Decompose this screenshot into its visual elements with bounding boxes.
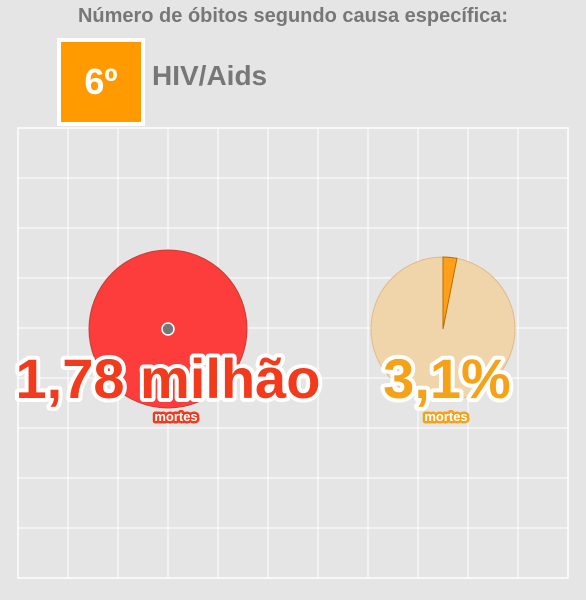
cause-title: HIV/Aids [152,60,268,91]
chart-heading: Número de óbitos segundo causa específic… [77,5,509,27]
share-unit-label: mortes [424,409,467,424]
deaths-unit-label: mortes [154,409,197,424]
share-value-label: 3,1% [383,347,511,410]
bubble-center-dot [161,322,175,336]
deaths-value-label: 1,78 milhão [15,347,320,410]
rank-badge: 6º [57,38,145,126]
rank-number: 6º [84,61,118,102]
plot-area-border [17,127,569,579]
share-pie-slice [442,256,458,330]
